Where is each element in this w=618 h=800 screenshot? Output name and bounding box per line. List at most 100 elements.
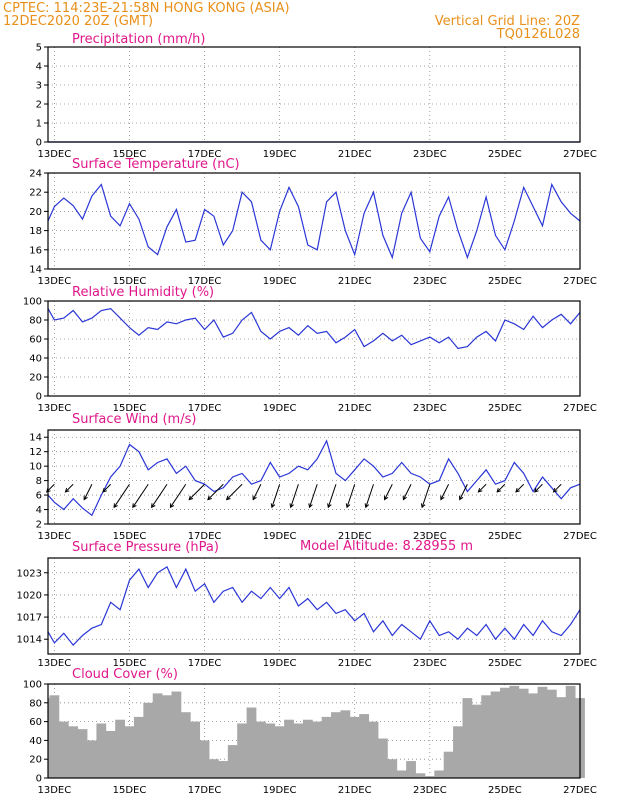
cloud-cover-bar bbox=[302, 719, 313, 778]
relative-humidity-panel: Relative Humidity (%) 13DEC 15DEC 17DEC 19DE… bbox=[23, 285, 597, 414]
cloud-cover-bar bbox=[124, 726, 135, 778]
cloud-cover-bar bbox=[453, 726, 463, 778]
cloud-cover-title: Cloud Cover (%) bbox=[72, 667, 178, 682]
wind-arrow bbox=[169, 483, 187, 508]
x-tick-label: 27DEC bbox=[563, 658, 597, 669]
wind-arrow-head bbox=[402, 495, 407, 501]
cloud-cover-bar bbox=[500, 687, 510, 778]
cloud-cover-bar bbox=[312, 721, 323, 778]
wind-arrow-head bbox=[169, 503, 175, 509]
surface-wind-line bbox=[47, 439, 581, 517]
cloud-cover-bar bbox=[546, 689, 557, 778]
cloud-cover-bar bbox=[237, 723, 247, 778]
y-tick-label: 0 bbox=[36, 774, 42, 785]
x-tick-label: 19DEC bbox=[263, 658, 297, 669]
header-run-id: TQ0126L028 bbox=[496, 27, 580, 42]
wind-arrow bbox=[553, 483, 562, 493]
cloud-cover-bar bbox=[199, 740, 210, 778]
x-tick-label: 17DEC bbox=[188, 531, 222, 542]
wind-arrow-head bbox=[420, 503, 426, 509]
cloud-cover-bar bbox=[115, 719, 125, 778]
y-tick-label: 1 bbox=[36, 119, 42, 130]
cloud-cover-bar bbox=[293, 723, 304, 778]
header-location: CPTEC: 114:23E-21:58N HONG KONG (ASIA) bbox=[3, 1, 290, 16]
cloud-cover-bar bbox=[68, 726, 79, 778]
cloud-cover-bar bbox=[462, 698, 473, 778]
wind-arrow bbox=[102, 483, 112, 493]
wind-arrow bbox=[402, 484, 412, 500]
y-tick-label: 4 bbox=[36, 505, 42, 516]
cloud-cover-bar bbox=[481, 695, 492, 778]
y-tick-label: 14 bbox=[29, 265, 42, 276]
wind-arrow-head bbox=[477, 487, 483, 493]
x-tick-label: 25DEC bbox=[488, 149, 522, 160]
cloud-cover-bar bbox=[162, 695, 172, 778]
y-tick-label: 8 bbox=[36, 476, 42, 487]
wind-arrow bbox=[384, 484, 393, 500]
surface-pressure-frame bbox=[47, 557, 581, 655]
cloud-cover-panel: Cloud Cover (%) 13DEC 15DEC 17DEC 19DEC 21DEC… bbox=[23, 667, 597, 796]
wind-arrow bbox=[327, 484, 337, 508]
wind-arrow bbox=[421, 484, 431, 508]
y-tick-label: 5 bbox=[36, 43, 42, 54]
wind-arrow bbox=[226, 483, 243, 500]
wind-arrow-head bbox=[64, 487, 70, 493]
x-tick-label: 25DEC bbox=[488, 658, 522, 669]
x-tick-label: 21DEC bbox=[338, 785, 372, 796]
wind-arrow-head bbox=[552, 487, 558, 493]
wind-arrow-head bbox=[364, 503, 370, 509]
header-grid-line: Vertical Grid Line: 20Z bbox=[435, 14, 580, 29]
cloud-cover-bar bbox=[340, 710, 351, 778]
x-tick-label: 21DEC bbox=[338, 531, 372, 542]
wind-arrow-head bbox=[188, 495, 194, 501]
wind-arrow-head bbox=[345, 503, 351, 509]
y-tick-label: 22 bbox=[29, 188, 42, 199]
wind-arrow bbox=[188, 483, 205, 500]
wind-arrow-head bbox=[113, 503, 118, 509]
relative-humidity-title: Relative Humidity (%) bbox=[72, 285, 214, 300]
y-tick-label: 12 bbox=[29, 447, 42, 458]
wind-arrow-head bbox=[207, 495, 212, 501]
wind-arrow-head bbox=[102, 487, 107, 493]
cloud-cover-bar bbox=[424, 776, 435, 778]
y-tick-label: 1023 bbox=[17, 568, 42, 579]
cloud-cover-bar bbox=[528, 693, 538, 778]
cloud-cover-bar bbox=[87, 740, 97, 778]
surface-temperature-panel: Surface Temperature (nC) 13DEC 15DEC 17DEC 1… bbox=[29, 157, 597, 287]
x-tick-label: 27DEC bbox=[563, 276, 597, 287]
cloud-cover-bar bbox=[565, 685, 576, 778]
wind-arrow-head bbox=[252, 495, 257, 501]
wind-arrow bbox=[207, 483, 224, 500]
x-tick-label: 17DEC bbox=[188, 785, 222, 796]
wind-arrow-head bbox=[496, 487, 502, 493]
model-altitude: Model Altitude: 8.28955 m bbox=[300, 539, 473, 554]
cloud-cover-bar bbox=[77, 729, 88, 778]
surface-pressure-line bbox=[47, 566, 581, 647]
cloud-cover-bar bbox=[105, 731, 116, 778]
x-tick-label: 27DEC bbox=[563, 403, 597, 414]
cloud-cover-bar bbox=[180, 712, 191, 778]
x-tick-label: 23DEC bbox=[413, 531, 447, 542]
wind-arrow-head bbox=[83, 495, 88, 501]
wind-arrow-head bbox=[383, 495, 389, 501]
x-tick-label: 15DEC bbox=[113, 658, 147, 669]
wind-arrow bbox=[515, 483, 525, 493]
x-tick-label: 23DEC bbox=[413, 785, 447, 796]
wind-arrow bbox=[271, 484, 281, 508]
y-tick-label: 100 bbox=[23, 297, 42, 308]
x-tick-label: 17DEC bbox=[188, 403, 222, 414]
x-tick-label: 17DEC bbox=[188, 276, 222, 287]
wind-arrow-head bbox=[534, 487, 539, 493]
x-tick-label: 13DEC bbox=[38, 149, 72, 160]
y-tick-label: 2 bbox=[36, 520, 42, 531]
x-tick-label: 15DEC bbox=[113, 531, 147, 542]
wind-arrow bbox=[83, 484, 93, 500]
y-tick-label: 40 bbox=[29, 736, 42, 747]
surface-wind-frame bbox=[47, 429, 581, 525]
x-tick-label: 21DEC bbox=[338, 276, 372, 287]
wind-arrow bbox=[346, 484, 356, 508]
y-tick-label: 4 bbox=[36, 62, 42, 73]
cloud-cover-bar bbox=[406, 761, 416, 778]
x-tick-label: 21DEC bbox=[338, 149, 372, 160]
wind-arrow bbox=[65, 483, 74, 493]
